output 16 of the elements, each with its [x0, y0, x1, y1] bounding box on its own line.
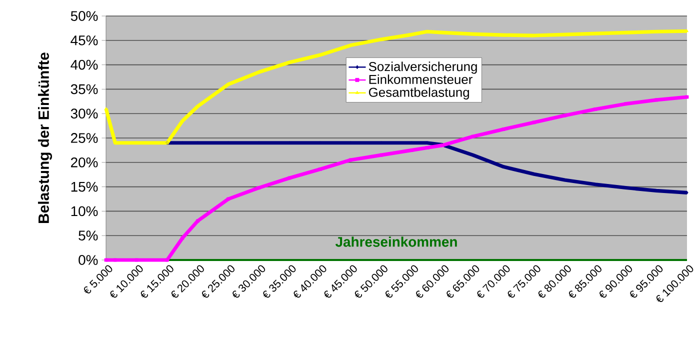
- y-tick-label: 30%: [70, 108, 98, 119]
- legend-label: Sozialversicherung: [368, 62, 477, 74]
- y-tick-label: 20%: [71, 157, 98, 168]
- y-axis-title: Belastung der Einkünfte: [38, 52, 52, 223]
- y-tick-label: 5%: [78, 230, 98, 241]
- y-tick-label: 25%: [71, 133, 98, 143]
- y-tick-label: 50%: [70, 11, 98, 21]
- y-tick-label: 40%: [70, 60, 98, 70]
- y-tick-label: 45%: [70, 35, 98, 46]
- x-axis-title: Jahreseinkommen: [335, 236, 457, 247]
- y-tick-label: 0%: [78, 255, 98, 265]
- legend-label: Einkommensteuer: [369, 74, 472, 84]
- y-tick-label: 10%: [71, 206, 98, 216]
- legend-label: Gesamtbelastung: [368, 87, 469, 100]
- y-tick-label: 15%: [71, 182, 98, 192]
- y-tick-label: 35%: [70, 84, 98, 94]
